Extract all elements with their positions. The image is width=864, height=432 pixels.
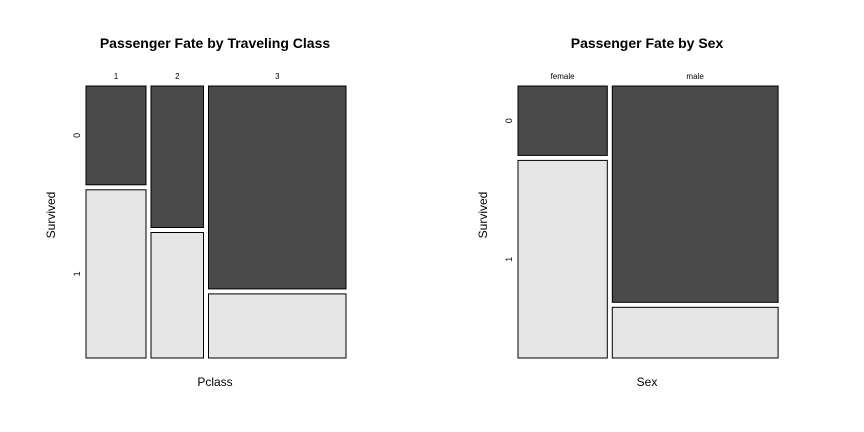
chart-title: Passenger Fate by Sex [571, 35, 724, 51]
mosaic-tile-2-survived-1 [150, 232, 204, 359]
x-tick-label: female [551, 72, 576, 81]
x-axis-label: Pclass [197, 375, 232, 389]
x-tick-label: 3 [275, 72, 280, 81]
y-axis-label: Survived [44, 192, 58, 239]
x-tick-label: 1 [114, 72, 119, 81]
mosaic-plot-area: female male 0 1 [504, 72, 779, 359]
chart-title: Passenger Fate by Traveling Class [100, 35, 331, 51]
mosaic-tile-2-survived-0 [150, 85, 204, 228]
mosaic-tile-male-survived-1 [611, 306, 779, 359]
x-tick-label: 2 [175, 72, 180, 81]
y-tick-label: 0 [72, 133, 82, 138]
mosaic-tile-3-survived-1 [208, 293, 347, 359]
y-tick-label: 0 [504, 118, 514, 123]
mosaic-tile-3-survived-0 [208, 85, 347, 290]
y-tick-label: 1 [504, 257, 514, 262]
mosaic-plot-area: 1 2 3 0 1 [72, 72, 347, 359]
mosaic-chart-sex: Passenger Fate by Sex Sex Survived femal… [476, 35, 779, 389]
mosaic-tile-female-survived-1 [517, 159, 608, 359]
mosaic-tile-female-survived-0 [517, 85, 608, 156]
mosaic-tile-1-survived-1 [85, 189, 147, 359]
mosaic-tile-1-survived-0 [85, 85, 147, 186]
x-axis-label: Sex [637, 375, 658, 389]
mosaic-tile-male-survived-0 [611, 85, 779, 303]
mosaic-chart-pclass: Passenger Fate by Traveling Class Pclass… [44, 35, 347, 389]
y-tick-label: 1 [72, 271, 82, 276]
x-tick-label: male [686, 72, 704, 81]
y-axis-label: Survived [476, 192, 490, 239]
